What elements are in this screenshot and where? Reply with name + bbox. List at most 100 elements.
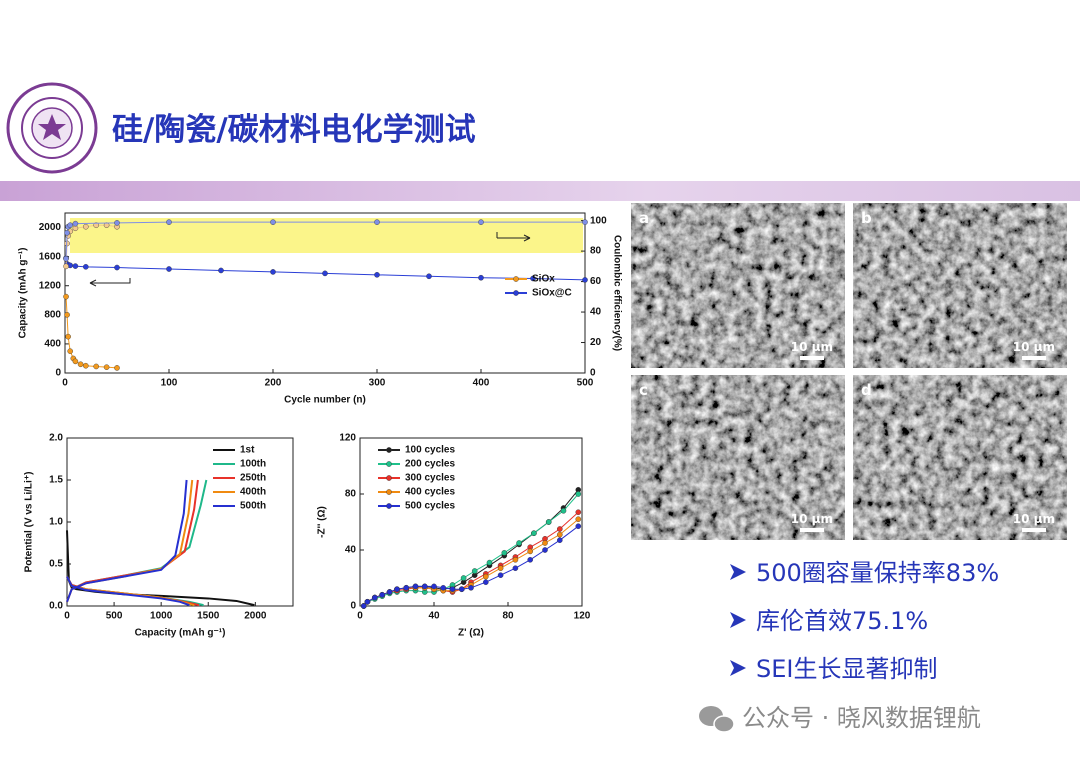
- data-point: [482, 579, 489, 586]
- data-point: [403, 585, 410, 591]
- panel-label: c: [639, 381, 648, 399]
- panel-label: d: [861, 381, 872, 399]
- data-point: [557, 526, 563, 532]
- x-tick-label: 2000: [244, 611, 267, 622]
- header-band: [0, 181, 1080, 201]
- data-point: [270, 269, 276, 275]
- data-point: [497, 572, 504, 579]
- y-tick-label: 2000: [39, 222, 62, 233]
- data-point: [486, 559, 493, 566]
- data-point: [166, 219, 172, 225]
- data-point: [83, 264, 89, 270]
- data-point: [374, 219, 380, 225]
- slide-title: 硅/陶瓷/碳材料电化学测试: [112, 112, 476, 148]
- bullets: 500圈容量保持率83% 库伦首效75.1% SEI生长显著抑制: [730, 559, 999, 683]
- scale-label: 10 μm: [1013, 512, 1055, 526]
- y-tick-label: 0: [350, 601, 356, 612]
- data-point: [114, 264, 120, 271]
- y-tick-label: 1200: [39, 280, 62, 291]
- data-point: [542, 540, 548, 546]
- data-point: [575, 523, 582, 530]
- data-point: [421, 583, 428, 590]
- y2-tick-label: 0: [590, 368, 596, 379]
- sem-image: [631, 375, 845, 540]
- data-point: [270, 219, 276, 225]
- sem-image: [631, 203, 845, 368]
- data-point: [512, 565, 519, 572]
- data-point: [83, 223, 89, 230]
- y-tick-label: 40: [345, 545, 357, 556]
- data-point: [67, 222, 73, 228]
- scale-label: 10 μm: [1013, 340, 1055, 354]
- y-tick-label: 120: [339, 433, 356, 444]
- data-point: [93, 222, 99, 228]
- data-point: [449, 586, 456, 593]
- y2-tick-label: 100: [590, 215, 607, 226]
- y2-tick-label: 20: [590, 337, 602, 348]
- sem-image: [853, 375, 1067, 540]
- data-point: [531, 530, 537, 537]
- scale-label: 10 μm: [791, 340, 833, 354]
- x-tick-label: 1000: [150, 611, 173, 622]
- x-tick-label: 40: [428, 611, 440, 622]
- x-tick-label: 100: [161, 378, 178, 389]
- data-point: [63, 263, 69, 270]
- x-tick-label: 0: [64, 611, 70, 622]
- legend-label: 1st: [240, 445, 255, 456]
- data-point: [497, 565, 504, 572]
- data-point: [72, 263, 79, 269]
- y-tick-label: 0.5: [49, 559, 63, 570]
- data-point: [64, 312, 70, 318]
- data-point: [72, 358, 79, 365]
- y-tick-label: 80: [345, 489, 357, 500]
- legend-label: 100 cycles: [405, 445, 455, 456]
- x-tick-label: 200: [265, 378, 282, 389]
- plot-frame: [64, 212, 586, 374]
- data-point: [527, 557, 534, 563]
- sem-images: a 10 μm b 10 μm c 10 μm d 10 μm: [631, 203, 1067, 540]
- data-point: [575, 491, 582, 497]
- data-point: [412, 583, 419, 590]
- panel-label: b: [861, 209, 872, 227]
- bullet-arrow: [730, 612, 746, 628]
- data-point: [478, 274, 484, 281]
- data-point: [575, 516, 582, 523]
- y-tick-label: 2.0: [49, 433, 63, 444]
- data-point: [65, 333, 71, 340]
- bullet-arrow: [730, 564, 746, 580]
- logo: [6, 82, 98, 174]
- data-point: [63, 255, 69, 262]
- data-point: [72, 220, 79, 227]
- y-tick-label: 1600: [39, 251, 62, 262]
- y-axis-label: -Z'' (Ω): [317, 506, 328, 538]
- scale-bar: [800, 356, 824, 360]
- legend-marker: [386, 503, 392, 509]
- data-point: [218, 267, 224, 274]
- plot-frame: [359, 437, 583, 607]
- x-tick-label: 0: [62, 378, 68, 389]
- data-point: [527, 548, 534, 555]
- x-tick-label: 500: [577, 378, 594, 389]
- data-point: [83, 362, 89, 369]
- data-point: [114, 365, 120, 371]
- x-tick-label: 400: [473, 378, 490, 389]
- legend-label: 500 cycles: [405, 501, 455, 512]
- legend-label: 400th: [240, 487, 266, 498]
- data-point: [77, 361, 84, 368]
- data-point: [575, 509, 582, 516]
- y2-tick-label: 80: [590, 246, 602, 257]
- x-tick-label: 120: [574, 611, 591, 622]
- legend-label: 500th: [240, 501, 266, 512]
- arrow: [496, 232, 531, 242]
- data-point: [468, 585, 474, 591]
- legend-label: SiOx@C: [532, 288, 572, 299]
- legend-marker: [386, 447, 392, 453]
- data-point: [379, 592, 386, 598]
- data-point: [394, 586, 400, 593]
- data-point: [426, 273, 432, 280]
- data-point: [374, 272, 380, 278]
- x-axis-label: Capacity (mAh g⁻¹): [135, 628, 226, 639]
- data-point: [557, 531, 563, 538]
- y-axis-label: Capacity (mAh g⁻¹): [18, 248, 29, 339]
